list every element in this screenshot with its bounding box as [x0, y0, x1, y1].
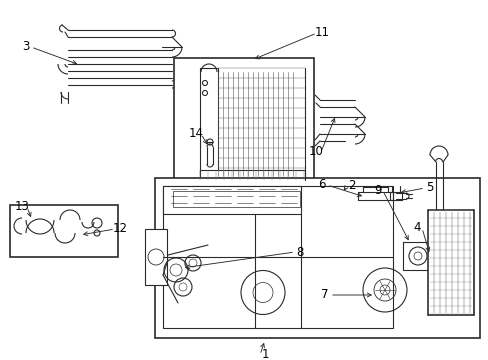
Bar — [10, 205, 118, 257]
Text: 9: 9 — [373, 184, 381, 198]
Text: 7: 7 — [321, 288, 328, 301]
Text: 6: 6 — [318, 179, 325, 192]
Text: 2: 2 — [347, 180, 355, 193]
Bar — [402, 242, 432, 270]
Bar — [200, 170, 305, 180]
Text: 3: 3 — [22, 40, 30, 54]
Text: 13: 13 — [15, 201, 29, 213]
Bar — [163, 186, 392, 328]
Text: 12: 12 — [112, 222, 127, 235]
Text: 14: 14 — [188, 127, 203, 140]
Bar — [173, 191, 299, 207]
Text: 4: 4 — [412, 221, 420, 234]
Bar — [155, 178, 479, 338]
Text: 8: 8 — [296, 246, 303, 258]
Bar — [427, 210, 473, 315]
Bar — [163, 186, 301, 214]
Bar — [174, 58, 313, 190]
Text: 5: 5 — [426, 181, 433, 194]
Bar — [145, 229, 167, 285]
Text: 1: 1 — [261, 348, 268, 360]
Text: 11: 11 — [314, 27, 329, 40]
Text: 10: 10 — [308, 145, 323, 158]
Bar — [200, 68, 218, 180]
